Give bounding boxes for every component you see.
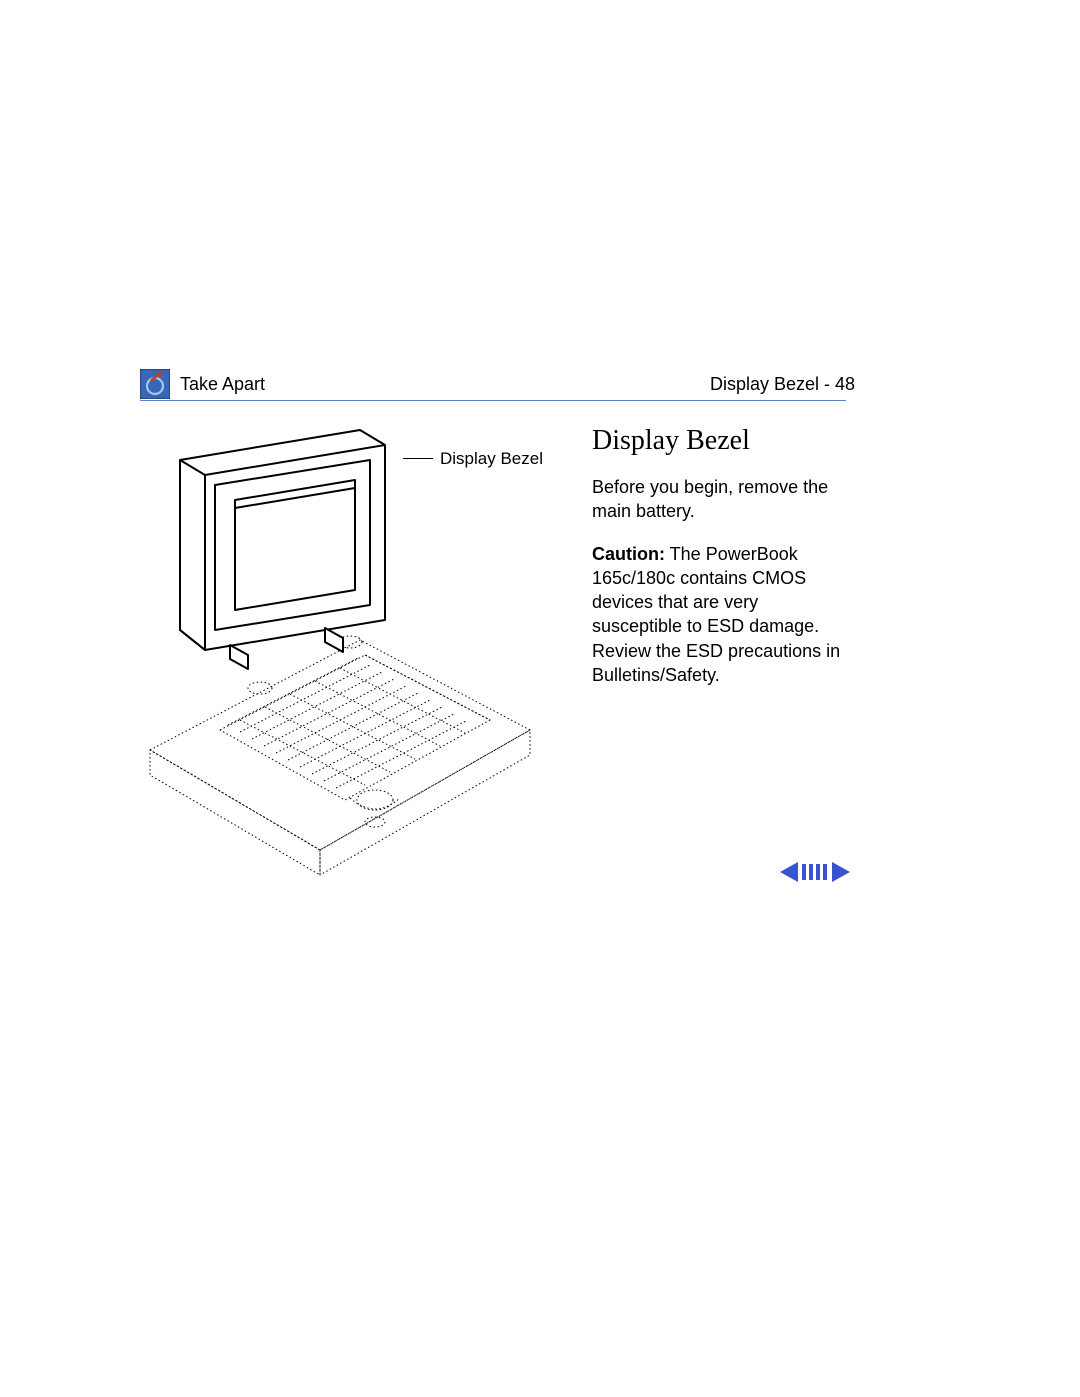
breadcrumb: Take Apart	[180, 374, 265, 395]
next-page-button[interactable]	[830, 860, 850, 884]
laptop-diagram	[130, 420, 550, 880]
section-title: Display Bezel	[592, 425, 852, 457]
caution-label: Caution:	[592, 544, 665, 564]
callout-leader-line	[403, 458, 433, 459]
prev-page-button[interactable]	[780, 860, 800, 884]
header-rule	[140, 400, 846, 401]
caution-paragraph: Caution: The PowerBook 165c/180c contain…	[592, 542, 852, 688]
service-manual-icon	[140, 369, 170, 399]
page-info: Display Bezel - 48	[710, 374, 855, 395]
intro-paragraph: Before you begin, remove the main batter…	[592, 475, 852, 524]
body-column: Display Bezel Before you begin, remove t…	[592, 425, 852, 705]
page: Take Apart Display Bezel - 48	[0, 0, 1080, 1397]
page-nav	[780, 860, 850, 884]
callout-label: Display Bezel	[440, 449, 543, 469]
caution-body: The PowerBook 165c/180c contains CMOS de…	[592, 544, 840, 685]
